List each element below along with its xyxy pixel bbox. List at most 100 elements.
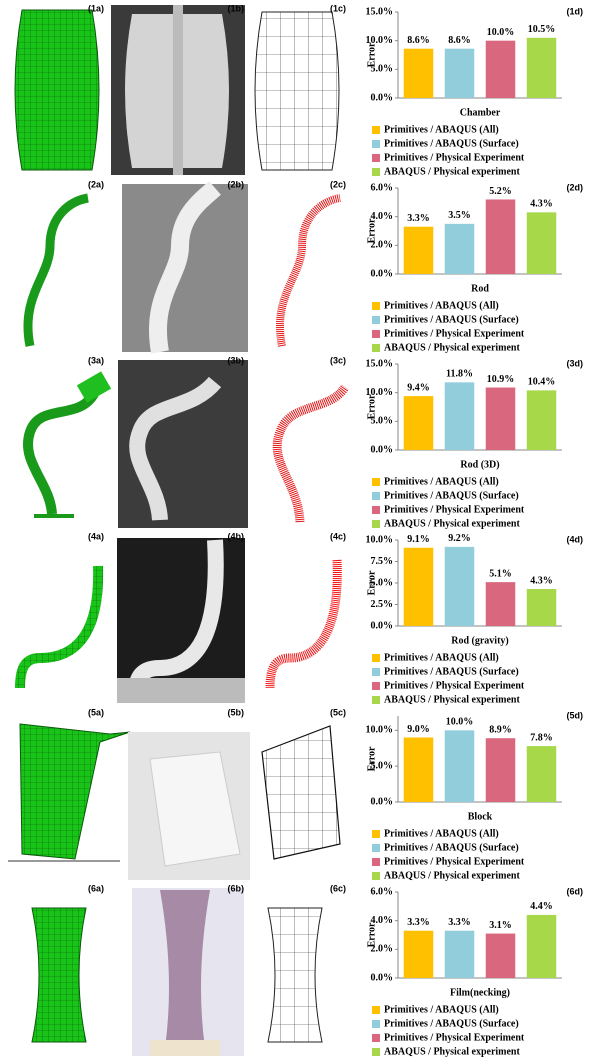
bar — [404, 738, 434, 803]
bar — [527, 746, 557, 802]
panel-label: (3a) — [88, 355, 104, 365]
bar — [527, 915, 557, 978]
bar — [527, 212, 557, 274]
bar — [404, 49, 434, 98]
bar — [486, 582, 516, 626]
legend-label: ABAQUS / Physical experiment — [384, 694, 520, 705]
panel-label: (2b) — [228, 179, 245, 189]
legend-label: Primitives / ABAQUS (Surface) — [384, 842, 519, 853]
legend-swatch — [372, 168, 380, 176]
panel-label: (6b) — [228, 883, 245, 893]
x-axis-label: Rod — [471, 283, 489, 294]
legend-swatch — [372, 520, 380, 528]
panel-label: (4c) — [330, 531, 346, 541]
value-label: 10.4% — [528, 377, 556, 388]
legend-label: Primitives / Physical Experiment — [384, 152, 525, 163]
y-tick-label: 2.5% — [371, 599, 394, 610]
bar — [404, 396, 434, 450]
legend-swatch — [372, 1048, 380, 1056]
panel-label: (6a) — [88, 883, 104, 893]
chart: (6d)0.0%2.0%4.0%6.0%ErrorFilm(necking)3.… — [366, 886, 583, 1057]
legend-swatch — [372, 830, 380, 838]
value-label: 3.3% — [407, 917, 430, 928]
row-1-images — [15, 5, 339, 175]
value-label: 3.5% — [448, 210, 471, 221]
bar — [404, 548, 434, 626]
value-label: 3.1% — [489, 920, 512, 931]
x-axis-label: Chamber — [460, 107, 501, 118]
y-tick-label: 10.0% — [366, 725, 394, 736]
bar — [486, 199, 516, 274]
legend-swatch — [372, 316, 380, 324]
value-label: 11.8% — [446, 369, 473, 380]
bar — [445, 547, 475, 626]
value-label: 9.1% — [407, 534, 430, 545]
y-tick-label: 0.0% — [371, 268, 394, 279]
legend-label: Primitives / Physical Experiment — [384, 1032, 525, 1043]
y-tick-label: 7.5% — [371, 556, 394, 567]
x-axis-label: Film(necking) — [450, 987, 510, 998]
value-label: 8.6% — [448, 35, 471, 46]
chart-annotation: (3d) — [567, 358, 584, 368]
value-label: 5.2% — [489, 186, 512, 197]
legend-label: Primitives / Physical Experiment — [384, 504, 525, 515]
bar — [527, 589, 557, 626]
legend-label: Primitives / ABAQUS (Surface) — [384, 1018, 519, 1029]
legend-swatch — [372, 1034, 380, 1042]
chart: (4d)0.0%2.5%5.0%7.5%10.0%ErrorRod (gravi… — [366, 533, 584, 705]
panel-label: (3c) — [330, 355, 346, 365]
value-label: 5.1% — [489, 568, 512, 579]
y-axis-label: Error — [366, 570, 377, 595]
x-axis-label: Rod (3D) — [460, 459, 499, 470]
x-axis-label: Block — [468, 811, 493, 822]
chart-annotation: (5d) — [567, 710, 584, 720]
bar — [486, 934, 516, 978]
chart: (5d)0.0%5.0%10.0%ErrorBlock9.0%Primitive… — [366, 710, 584, 881]
chart-annotation: (2d) — [567, 182, 584, 192]
legend-swatch — [372, 872, 380, 880]
y-tick-label: 0.0% — [371, 444, 394, 455]
legend-label: Primitives / ABAQUS (All) — [384, 300, 499, 311]
legend-swatch — [372, 1006, 380, 1014]
y-axis-label: Error — [366, 42, 377, 67]
row-4-images — [20, 538, 337, 703]
legend-swatch — [372, 126, 380, 134]
value-label: 4.3% — [530, 575, 553, 586]
value-label: 9.2% — [448, 533, 471, 544]
legend-swatch — [372, 506, 380, 514]
y-tick-label: 0.0% — [371, 92, 394, 103]
value-label: 4.3% — [530, 199, 553, 210]
y-tick-label: 6.0% — [371, 182, 394, 193]
legend-swatch — [372, 682, 380, 690]
legend-label: Primitives / ABAQUS (All) — [384, 476, 499, 487]
panel-label: (1c) — [330, 3, 346, 13]
legend-label: ABAQUS / Physical experiment — [384, 1046, 520, 1057]
bar — [404, 227, 434, 274]
legend-label: ABAQUS / Physical experiment — [384, 870, 520, 881]
legend-label: Primitives / ABAQUS (All) — [384, 828, 499, 839]
y-tick-label: 6.0% — [371, 886, 394, 897]
row-3-images — [28, 360, 345, 528]
value-label: 10.0% — [487, 27, 515, 38]
y-axis-label: Error — [366, 394, 377, 419]
bar — [486, 41, 516, 98]
bar — [486, 738, 516, 802]
y-axis-label: Error — [366, 746, 377, 771]
value-label: 4.4% — [530, 901, 553, 912]
value-label: 3.3% — [407, 213, 430, 224]
legend-swatch — [372, 858, 380, 866]
legend-label: Primitives / ABAQUS (Surface) — [384, 490, 519, 501]
legend-swatch — [372, 344, 380, 352]
panel-label: (5c) — [330, 707, 346, 717]
panel-label: (1a) — [88, 3, 104, 13]
row-2-images — [28, 184, 340, 352]
legend-label: Primitives / Physical Experiment — [384, 680, 525, 691]
y-tick-label: 10.0% — [366, 534, 394, 545]
y-tick-label: 15.0% — [366, 358, 394, 369]
value-label: 9.4% — [407, 382, 430, 393]
legend-swatch — [372, 302, 380, 310]
legend-swatch — [372, 140, 380, 148]
legend-label: Primitives / ABAQUS (Surface) — [384, 666, 519, 677]
legend-swatch — [372, 1020, 380, 1028]
